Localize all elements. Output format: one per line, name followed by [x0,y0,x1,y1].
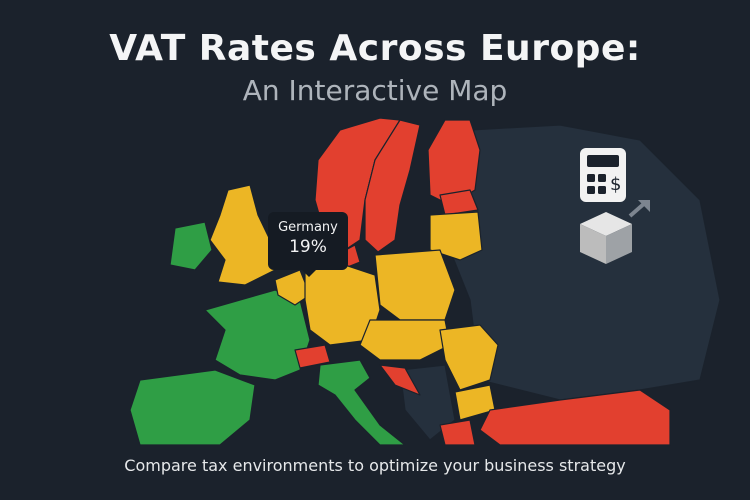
page-subtitle: An Interactive Map [242,74,508,107]
region-romania[interactable] [439,324,499,391]
region-uk[interactable] [209,184,276,286]
tooltip-rate: 19% [289,237,327,257]
region-poland[interactable] [374,249,456,321]
page-title: VAT Rates Across Europe: [109,28,641,69]
region-italy[interactable] [317,359,406,446]
region-croatia[interactable] [379,364,421,396]
region-ireland[interactable] [169,221,213,271]
region-estonia[interactable] [439,189,479,216]
tooltip-country: Germany [278,220,338,235]
region-central[interactable] [359,319,451,361]
region-switzerland[interactable] [294,344,331,369]
region-france[interactable] [204,289,311,381]
calculator-dollar-icon: $ [580,148,626,202]
svg-text:$: $ [610,174,621,195]
region-benelux[interactable] [274,269,311,306]
region-greece[interactable] [439,419,476,446]
region-finland[interactable] [427,119,481,206]
country-tooltip: Germany 19% [268,212,348,277]
region-sweden[interactable] [364,119,421,253]
region-baltics[interactable] [429,211,483,261]
region-spain[interactable] [129,369,256,446]
package-box-icon [580,200,650,264]
region-turkey[interactable] [479,389,671,446]
page-caption: Compare tax environments to optimize you… [124,456,626,475]
